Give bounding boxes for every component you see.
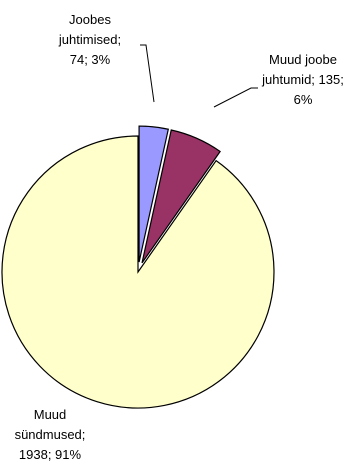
leader-line-muud-joobe (213, 87, 258, 108)
leader-line-joobes (140, 44, 155, 103)
slice-muud-sundmused (1, 135, 275, 409)
label-joobes-line2: juhtimised; (58, 32, 122, 47)
label-muud-sundmused: Muud sündmused; 1938; 91% (0, 405, 100, 465)
label-joobes-line3: 74; 3% (69, 52, 111, 67)
label-muud-joobe-line3: 6% (293, 92, 313, 107)
label-muud-joobe-juhtumid: Muud joobe juhtumid; 135; 6% (250, 50, 356, 110)
label-muud-joobe-line1: Muud joobe (269, 52, 337, 67)
label-muud-sundmused-line3: 1938; 91% (18, 447, 82, 462)
label-joobes-line1: Joobes (69, 12, 111, 27)
slice-joobes-juhtimised (138, 125, 170, 263)
label-muud-joobe-line2: juhtumid; 135; (262, 72, 344, 87)
label-muud-sundmused-line1: Muud (33, 407, 67, 422)
slice-muud-joobe-juhtumid (141, 129, 221, 264)
label-joobes-juhtimised: Joobes juhtimised; 74; 3% (36, 10, 144, 70)
label-muud-sundmused-line2: sündmused; (14, 427, 86, 442)
